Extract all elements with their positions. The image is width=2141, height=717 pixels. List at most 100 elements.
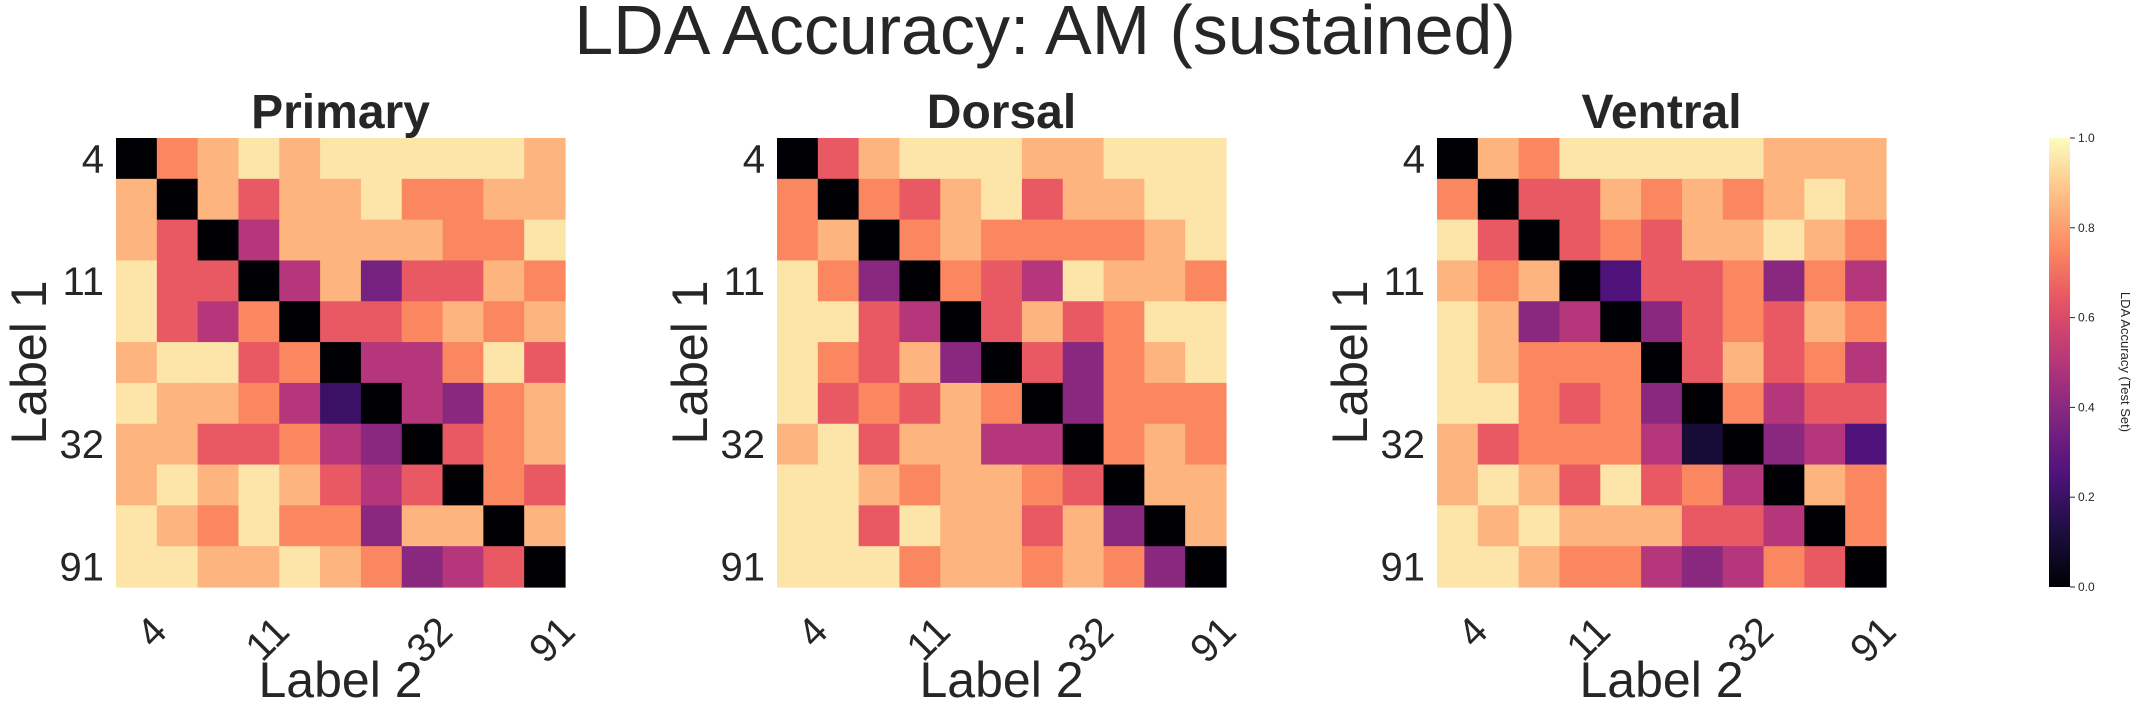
heatmap-cell [1600, 546, 1642, 588]
heatmap-cell [116, 138, 158, 180]
heatmap-cell [1062, 138, 1105, 180]
heatmap-cell [320, 219, 362, 262]
heatmap-cell [1062, 423, 1105, 466]
heatmap-cell [238, 301, 280, 343]
heatmap-cell [1518, 423, 1561, 466]
heatmap-cell [1845, 546, 1887, 588]
heatmap-cell [1144, 546, 1186, 588]
y-tick-label: 11 [723, 260, 765, 304]
heatmap-cell [1681, 546, 1724, 588]
heatmap-cell [116, 464, 158, 506]
heatmap-cell [1021, 178, 1064, 221]
y-tick-label: 4 [743, 137, 765, 181]
heatmap-cell [1722, 505, 1765, 547]
heatmap-cell [156, 505, 199, 547]
heatmap-cell [899, 546, 941, 588]
heatmap-cell [777, 423, 819, 466]
heatmap-cell [1185, 464, 1227, 506]
y-tick-label: 4 [82, 137, 104, 181]
heatmap-cell [1804, 219, 1846, 262]
heatmap-cell [777, 546, 819, 588]
heatmap-cell [1722, 342, 1765, 384]
heatmap-cell [483, 138, 525, 180]
heatmap-cell [1103, 178, 1145, 221]
heatmap-cell [360, 505, 403, 547]
heatmap-cell [1477, 178, 1520, 221]
heatmap-cell [1681, 505, 1724, 547]
heatmap-cell [320, 342, 362, 384]
heatmap-cell [981, 178, 1023, 221]
heatmap-cell [442, 138, 484, 180]
heatmap-cell [401, 505, 444, 547]
heatmap-cell [116, 260, 158, 302]
heatmap-cell [279, 342, 321, 384]
heatmap-cell [858, 219, 901, 262]
heatmap-cell [899, 505, 941, 547]
heatmap-cell [401, 382, 444, 425]
heatmap-cell [817, 382, 860, 425]
y-tick-label: 32 [721, 423, 766, 467]
heatmap-cell [116, 423, 158, 466]
heatmap-cell [1477, 260, 1520, 302]
heatmap-cell [817, 138, 860, 180]
heatmap-cell [238, 138, 280, 180]
x-axis-label: Label 2 [919, 652, 1083, 708]
heatmap-cell [1144, 505, 1186, 547]
heatmap-cell [1062, 464, 1105, 506]
heatmap-cell [1600, 342, 1642, 384]
heatmap-cell [1437, 382, 1479, 425]
heatmap-cell [197, 301, 240, 343]
heatmap-cell [360, 301, 403, 343]
heatmap-cell [1845, 382, 1887, 425]
heatmap-cell [156, 546, 199, 588]
heatmap-cell [1641, 382, 1683, 425]
heatmap-cell [360, 464, 403, 506]
heatmap-cell [1103, 546, 1145, 588]
heatmap-cell [940, 423, 982, 466]
heatmap-cell [1641, 260, 1683, 302]
heatmap-cell [524, 505, 566, 547]
heatmap-cell [1804, 505, 1846, 547]
heatmap-cell [401, 219, 444, 262]
heatmap-cell [1845, 464, 1887, 506]
heatmap-cell [1103, 505, 1145, 547]
heatmap-cell [1062, 301, 1105, 343]
heatmap-cell [483, 546, 525, 588]
heatmap-cell [442, 382, 484, 425]
heatmap-cell [1518, 301, 1561, 343]
heatmap-cell [1062, 178, 1105, 221]
heatmap-cell [197, 423, 240, 466]
heatmap-cell [777, 219, 819, 262]
heatmap-cell [1763, 423, 1805, 466]
heatmap-cell [1185, 219, 1227, 262]
heatmap-cell [858, 301, 901, 343]
heatmap-cell [524, 178, 566, 221]
heatmap-cell [1722, 260, 1765, 302]
heatmap-cell [279, 382, 321, 425]
heatmap-cell [1600, 178, 1642, 221]
heatmap-cell [156, 138, 199, 180]
heatmap-cell [279, 464, 321, 506]
heatmap-cell [1722, 138, 1765, 180]
x-tick-label: 91 [521, 609, 584, 672]
heatmap-cell [116, 301, 158, 343]
heatmap-cell [1103, 301, 1145, 343]
heatmap-cell [940, 138, 982, 180]
x-tick-label: 91 [1842, 609, 1905, 672]
heatmap-cell [1021, 219, 1064, 262]
heatmap-cell [1559, 219, 1601, 262]
heatmap-cell [1559, 546, 1601, 588]
heatmap-cell [483, 301, 525, 343]
panel-title: Dorsal [927, 86, 1076, 139]
heatmap-cell [858, 138, 901, 180]
heatmap-cell [1021, 301, 1064, 343]
heatmap-cell [197, 138, 240, 180]
heatmap-cell [1103, 219, 1145, 262]
heatmap-cell [197, 382, 240, 425]
heatmap-cell [279, 301, 321, 343]
heatmap-cell [1641, 342, 1683, 384]
heatmap-cell [360, 138, 403, 180]
colorbar-tick-label: 1.0 [2078, 131, 2095, 145]
heatmap-cell [401, 342, 444, 384]
